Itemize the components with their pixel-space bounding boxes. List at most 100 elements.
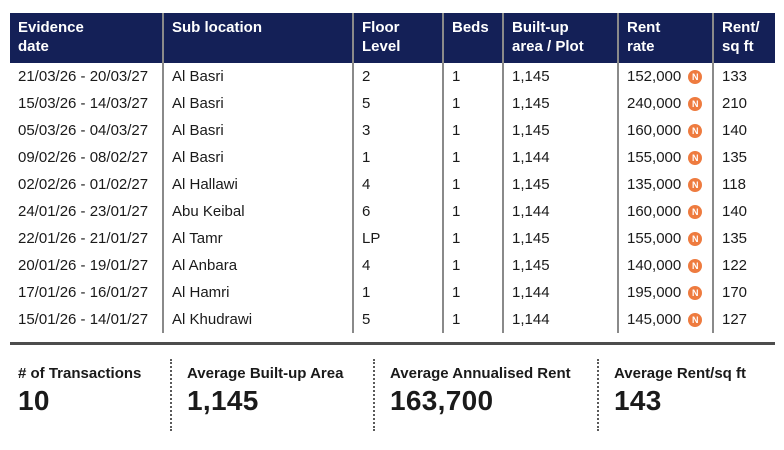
beds-cell: 1 — [442, 198, 503, 225]
currency-n-icon[interactable]: N — [688, 178, 703, 192]
rent-sqft-cell: 118 — [712, 171, 775, 198]
table-row[interactable]: 22/01/26 - 21/01/27 Al Tamr LP 1 1,145 1… — [10, 225, 775, 252]
stat-label: Average Annualised Rent — [390, 365, 571, 382]
rent-rate-cell: 155,000 N — [617, 225, 713, 252]
floor-level-cell: 4 — [352, 171, 443, 198]
currency-n-icon[interactable]: N — [688, 232, 703, 246]
evidence-date-cell: 09/02/26 - 08/02/27 — [18, 149, 149, 166]
currency-n-icon[interactable]: N — [688, 124, 703, 138]
evidence-table: Evidence date Sub location Floor Level Bed… — [10, 13, 775, 333]
rent-value: 140,000 — [627, 257, 682, 274]
currency-n-icon[interactable]: N — [688, 70, 703, 84]
evidence-date-cell: 17/01/26 - 16/01/27 — [18, 284, 149, 301]
col-header-rent-sqft: Rent/sq ft — [712, 13, 775, 63]
col-header-floor-level: Floor Level — [352, 13, 443, 63]
stat-value: 143 — [614, 385, 662, 416]
rent-value: 135,000 — [627, 176, 682, 193]
stat-label: Average Built-up Area — [187, 365, 344, 382]
rent-value: 195,000 — [627, 284, 682, 301]
table-row[interactable]: 09/02/26 - 08/02/27 Al Basri 1 1 1,144 1… — [10, 144, 775, 171]
evidence-date-cell: 05/03/26 - 04/03/27 — [18, 122, 149, 139]
beds-cell: 1 — [442, 90, 503, 117]
sub-location-cell: Al Hallawi — [162, 171, 353, 198]
table-row[interactable]: 17/01/26 - 16/01/27 Al Hamri 1 1 1,144 1… — [10, 279, 775, 306]
sub-location-cell: Al Basri — [162, 117, 353, 144]
rent-sqft-cell: 133 — [712, 63, 775, 90]
stat-label: # of Transactions — [18, 365, 142, 382]
beds-cell: 1 — [442, 225, 503, 252]
stat-average-rent-sqft: Average Rent/sq ft 143 — [597, 359, 775, 431]
table-body: 21/03/26 - 20/03/27 Al Basri 2 1 1,145 1… — [10, 63, 775, 333]
builtup-area-cell: 1,144 — [502, 279, 618, 306]
summary-strip: # of Transactions 10 Average Built-up Ar… — [10, 359, 775, 431]
table-row[interactable]: 15/03/26 - 14/03/27 Al Basri 5 1 1,145 2… — [10, 90, 775, 117]
table-row[interactable]: 02/02/26 - 01/02/27 Al Hallawi 4 1 1,145… — [10, 171, 775, 198]
sub-location-cell: Al Basri — [162, 63, 353, 90]
stat-label: Average Rent/sq ft — [614, 365, 746, 382]
currency-n-icon[interactable]: N — [688, 205, 703, 219]
sub-location-cell: Abu Keibal — [162, 198, 353, 225]
currency-n-icon[interactable]: N — [688, 313, 703, 327]
table-row[interactable]: 24/01/26 - 23/01/27 Abu Keibal 6 1 1,144… — [10, 198, 775, 225]
rent-value: 155,000 — [627, 230, 682, 247]
builtup-area-cell: 1,145 — [502, 63, 618, 90]
evidence-date-cell: 22/01/26 - 21/01/27 — [18, 230, 149, 247]
rent-sqft-cell: 210 — [712, 90, 775, 117]
builtup-area-cell: 1,145 — [502, 117, 618, 144]
floor-level-cell: 5 — [352, 306, 443, 333]
builtup-area-cell: 1,144 — [502, 198, 618, 225]
summary-separator-line — [10, 342, 775, 345]
currency-n-icon[interactable]: N — [688, 259, 703, 273]
evidence-date-cell: 15/01/26 - 14/01/27 — [18, 311, 149, 328]
col-header-sub-location: Sub location — [162, 13, 353, 63]
evidence-date-cell: 24/01/26 - 23/01/27 — [18, 203, 149, 220]
rent-value: 160,000 — [627, 203, 682, 220]
rent-sqft-cell: 122 — [712, 252, 775, 279]
rent-rate-cell: 160,000 N — [617, 117, 713, 144]
col-header-rent-rate: Rent rate — [617, 13, 713, 63]
currency-n-icon[interactable]: N — [688, 151, 703, 165]
floor-level-cell: 6 — [352, 198, 443, 225]
beds-cell: 1 — [442, 117, 503, 144]
floor-level-cell: LP — [352, 225, 443, 252]
rent-value: 145,000 — [627, 311, 682, 328]
beds-cell: 1 — [442, 279, 503, 306]
rent-rate-cell: 240,000 N — [617, 90, 713, 117]
rent-sqft-cell: 127 — [712, 306, 775, 333]
floor-level-cell: 1 — [352, 279, 443, 306]
rent-rate-cell: 155,000 N — [617, 144, 713, 171]
sub-location-cell: Al Basri — [162, 144, 353, 171]
currency-n-icon[interactable]: N — [688, 97, 703, 111]
beds-cell: 1 — [442, 171, 503, 198]
sub-location-cell: Al Khudrawi — [162, 306, 353, 333]
beds-cell: 1 — [442, 144, 503, 171]
table-row[interactable]: 15/01/26 - 14/01/27 Al Khudrawi 5 1 1,14… — [10, 306, 775, 333]
evidence-date-cell: 20/01/26 - 19/01/27 — [18, 257, 149, 274]
table-row[interactable]: 20/01/26 - 19/01/27 Al Anbara 4 1 1,145 … — [10, 252, 775, 279]
table-header: Evidence date Sub location Floor Level Bed… — [10, 13, 775, 63]
table-row[interactable]: 05/03/26 - 04/03/27 Al Basri 3 1 1,145 1… — [10, 117, 775, 144]
table-row[interactable]: 21/03/26 - 20/03/27 Al Basri 2 1 1,145 1… — [10, 63, 775, 90]
floor-level-cell: 4 — [352, 252, 443, 279]
beds-cell: 1 — [442, 63, 503, 90]
stat-average-annualised-rent: Average Annualised Rent 163,700 — [373, 359, 597, 431]
evidence-panel: Evidence date Sub location Floor Level Bed… — [10, 13, 775, 431]
rent-rate-cell: 160,000 N — [617, 198, 713, 225]
builtup-area-cell: 1,145 — [502, 171, 618, 198]
col-header-evidence-date: Evidence date — [10, 13, 163, 63]
stat-transactions: # of Transactions 10 — [10, 359, 170, 431]
evidence-date-cell: 21/03/26 - 20/03/27 — [18, 68, 149, 85]
rent-value: 155,000 — [627, 149, 682, 166]
currency-n-icon[interactable]: N — [688, 286, 703, 300]
stat-value: 163,700 — [390, 385, 494, 416]
beds-cell: 1 — [442, 252, 503, 279]
col-header-beds: Beds — [442, 13, 503, 63]
rent-sqft-cell: 170 — [712, 279, 775, 306]
stat-value: 1,145 — [187, 385, 259, 416]
sub-location-cell: Al Basri — [162, 90, 353, 117]
stat-average-builtup-area: Average Built-up Area 1,145 — [170, 359, 373, 431]
rent-value: 152,000 — [627, 68, 682, 85]
rent-rate-cell: 152,000 N — [617, 63, 713, 90]
rent-sqft-cell: 135 — [712, 144, 775, 171]
evidence-date-cell: 02/02/26 - 01/02/27 — [18, 176, 149, 193]
